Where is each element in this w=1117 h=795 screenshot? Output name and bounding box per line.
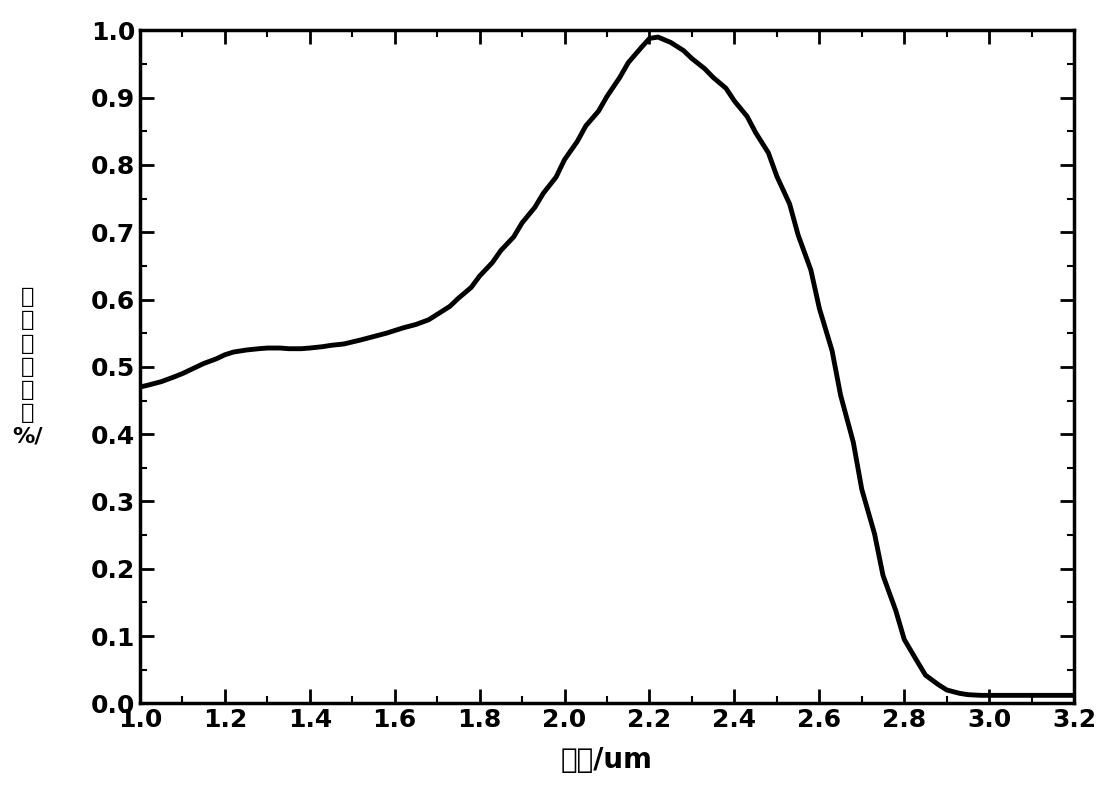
X-axis label: 波长/um: 波长/um xyxy=(561,747,653,774)
Text: 归
一
化
响
应
率
%/: 归 一 化 响 应 率 %/ xyxy=(12,287,44,447)
